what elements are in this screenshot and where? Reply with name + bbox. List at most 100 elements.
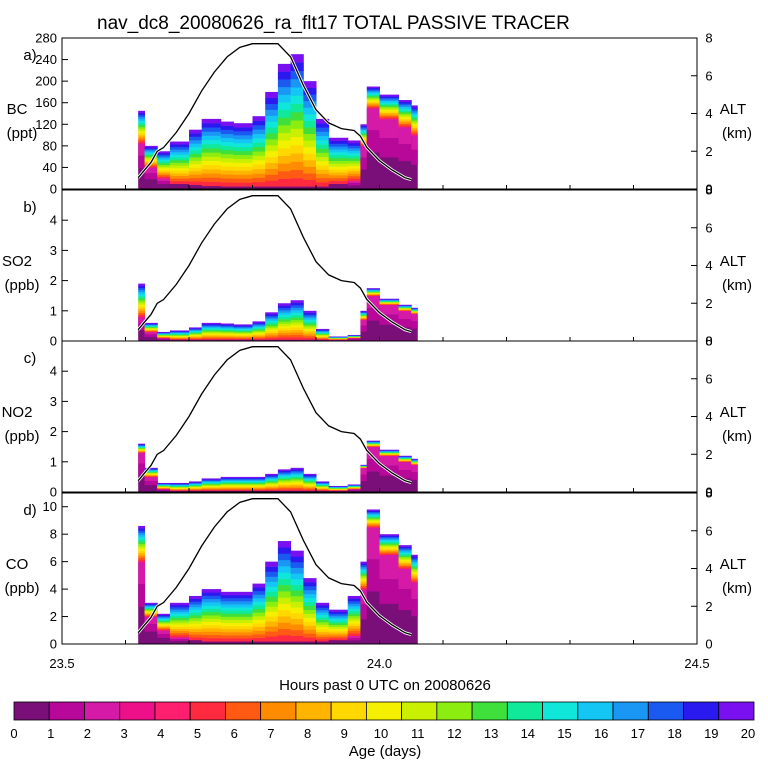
age-layer-14 bbox=[291, 585, 304, 591]
age-layer-7 bbox=[253, 173, 266, 178]
age-layer-18 bbox=[189, 601, 202, 604]
age-layer-0 bbox=[329, 184, 349, 189]
age-layer-10 bbox=[265, 611, 278, 616]
age-layer-12 bbox=[291, 120, 304, 129]
age-layer-6 bbox=[291, 170, 304, 179]
age-layer-18 bbox=[303, 586, 316, 590]
age-stack-bar bbox=[157, 614, 170, 644]
age-layer-11 bbox=[278, 597, 291, 604]
age-layer-11 bbox=[189, 621, 202, 624]
age-layer-5 bbox=[291, 178, 304, 187]
age-layer-8 bbox=[329, 632, 349, 634]
age-layer-9 bbox=[348, 623, 361, 626]
age-layer-10 bbox=[189, 164, 202, 168]
age-layer-7 bbox=[202, 631, 222, 635]
age-layer-14 bbox=[303, 602, 316, 606]
age-layer-19 bbox=[316, 123, 329, 128]
age-layer-13 bbox=[278, 117, 291, 125]
age-layer-7 bbox=[170, 176, 190, 179]
age-layer-9 bbox=[189, 167, 202, 171]
y-tick-label: 240 bbox=[35, 52, 57, 67]
panel-letter: a) bbox=[23, 47, 36, 64]
colorbar-tick-label: 18 bbox=[667, 726, 681, 741]
age-layer-7 bbox=[233, 632, 253, 635]
age-layer-8 bbox=[221, 170, 234, 174]
age-layer-20 bbox=[233, 324, 253, 325]
age-layer-17 bbox=[221, 134, 234, 138]
age-layer-10 bbox=[202, 622, 222, 626]
age-layer-15 bbox=[291, 579, 304, 585]
age-layer-6 bbox=[221, 635, 234, 638]
age-layer-20 bbox=[348, 596, 361, 599]
age-layer-20 bbox=[157, 614, 170, 615]
y-tick-label: 160 bbox=[35, 95, 57, 110]
age-layer-8 bbox=[265, 621, 278, 626]
panel-letter: c) bbox=[24, 350, 37, 367]
age-layer-5 bbox=[291, 636, 304, 642]
age-layer-19 bbox=[265, 98, 278, 104]
age-layer-8 bbox=[138, 553, 145, 556]
colorbar-swatch bbox=[366, 702, 401, 720]
age-layer-8 bbox=[278, 330, 291, 333]
age-layer-16 bbox=[316, 136, 329, 141]
age-layer-20 bbox=[316, 603, 329, 606]
age-layer-9 bbox=[138, 133, 145, 135]
age-layer-18 bbox=[303, 314, 316, 316]
colorbar-swatch bbox=[613, 702, 648, 720]
age-layer-6 bbox=[291, 630, 304, 636]
age-layer-9 bbox=[278, 328, 291, 331]
age-layer-16 bbox=[253, 134, 266, 139]
age-layer-9 bbox=[278, 148, 291, 156]
y-tick-label: 120 bbox=[35, 117, 57, 132]
age-stack-bar bbox=[202, 589, 222, 644]
age-layer-12 bbox=[291, 320, 304, 323]
age-layer-5 bbox=[221, 638, 234, 641]
age-layer-12 bbox=[189, 157, 202, 161]
colorbar-tick-label: 8 bbox=[304, 726, 311, 741]
age-layer-12 bbox=[170, 620, 190, 622]
age-layer-20 bbox=[399, 545, 412, 547]
age-layer-12 bbox=[265, 601, 278, 606]
age-layer-2 bbox=[157, 178, 170, 181]
age-layer-5 bbox=[411, 581, 418, 583]
age-layer-2 bbox=[411, 465, 418, 472]
age-layer-20 bbox=[253, 477, 266, 478]
age-stack-bar bbox=[170, 330, 190, 341]
age-layer-14 bbox=[138, 539, 145, 542]
age-layer-11 bbox=[233, 620, 253, 623]
age-layer-15 bbox=[221, 607, 234, 610]
x-tick-label: 23.5 bbox=[49, 656, 74, 671]
age-layer-20 bbox=[278, 541, 291, 548]
age-layer-9 bbox=[291, 327, 304, 330]
age-layer-16 bbox=[265, 116, 278, 122]
age-layer-9 bbox=[291, 613, 304, 619]
age-layer-2 bbox=[411, 135, 418, 150]
age-stack-bar bbox=[189, 596, 202, 644]
age-layer-13 bbox=[253, 609, 266, 613]
age-layer-16 bbox=[291, 87, 304, 96]
age-stack-bar bbox=[348, 596, 361, 644]
age-layer-20 bbox=[145, 323, 158, 324]
age-layer-17 bbox=[189, 140, 202, 144]
age-layer-8 bbox=[278, 616, 291, 623]
age-layer-10 bbox=[170, 624, 190, 626]
age-stack-bar bbox=[329, 138, 349, 189]
alt-tick-label: 2 bbox=[705, 144, 712, 159]
y-tick-label: 0 bbox=[50, 334, 57, 349]
age-layer-17 bbox=[329, 146, 349, 149]
chart-title: nav_dc8_20080626_ra_flt17 TOTAL PASSIVE … bbox=[97, 13, 570, 34]
age-layer-13 bbox=[303, 606, 316, 610]
age-layer-13 bbox=[278, 319, 291, 322]
age-layer-20 bbox=[367, 509, 380, 510]
age-layer-18 bbox=[221, 598, 234, 601]
age-layer-7 bbox=[316, 634, 329, 637]
age-layer-20 bbox=[202, 589, 222, 593]
age-layer-1 bbox=[157, 181, 170, 184]
age-layer-12 bbox=[233, 155, 253, 159]
age-layer-14 bbox=[221, 610, 234, 613]
age-layer-12 bbox=[329, 625, 349, 627]
age-layer-7 bbox=[253, 630, 266, 634]
age-layer-10 bbox=[253, 620, 266, 624]
age-stack-bar bbox=[170, 603, 190, 644]
age-layer-20 bbox=[303, 311, 316, 313]
